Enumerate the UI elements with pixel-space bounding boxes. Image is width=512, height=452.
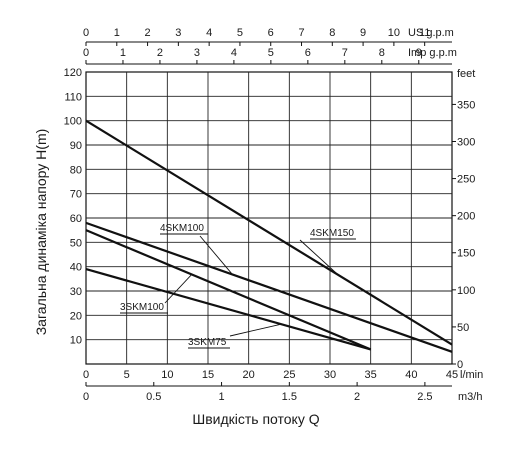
series-line-3skm75 <box>85 268 371 351</box>
x-tick-label-usgpm: 8 <box>329 27 335 39</box>
x-tick-label-m3h: 2 <box>354 391 360 403</box>
x-tick-label-usgpm: 4 <box>206 27 212 39</box>
x-unit-m3h: m3/h <box>458 391 482 403</box>
x-tick-label-usgpm: 0 <box>83 27 89 39</box>
x-tick-label-lmin: 5 <box>124 369 130 381</box>
x-tick-label-impgpm: 0 <box>83 47 89 59</box>
x-unit-lmin: l/min <box>460 369 483 381</box>
y-tick-label: 60 <box>70 213 82 225</box>
x-tick-label-impgpm: 3 <box>194 47 200 59</box>
x-tick-label-impgpm: 8 <box>379 47 385 59</box>
x-tick-label-lmin: 20 <box>243 369 255 381</box>
x-tick-label-lmin: 35 <box>365 369 377 381</box>
x-tick-label-usgpm: 7 <box>298 27 304 39</box>
y-tick-label: 50 <box>70 237 82 249</box>
x-tick-label-usgpm: 5 <box>237 27 243 39</box>
y-right-tick-label: 100 <box>457 285 475 297</box>
series-label-4skm150: 4SKM150 <box>310 228 354 239</box>
y-tick-label: 40 <box>70 262 82 274</box>
y-right-tick-label: 200 <box>457 211 475 223</box>
x-tick-label-usgpm: 9 <box>360 27 366 39</box>
x-tick-label-lmin: 30 <box>324 369 336 381</box>
y-right-tick-label: 350 <box>457 99 475 111</box>
series-line-3skm100 <box>85 229 372 351</box>
x-tick-label-usgpm: 1 <box>114 27 120 39</box>
series-leader-3skm75 <box>229 323 282 337</box>
x-tick-label-impgpm: 6 <box>305 47 311 59</box>
x-tick-label-m3h: 0.5 <box>146 391 161 403</box>
x-tick-label-usgpm: 6 <box>268 27 274 39</box>
x-tick-label-lmin: 25 <box>283 369 295 381</box>
x-tick-label-lmin: 15 <box>202 369 214 381</box>
series-label-3skm100: 3SKM100 <box>120 302 164 313</box>
x-axis-title: Швидкість потоку Q <box>192 411 319 427</box>
x-tick-label-impgpm: 1 <box>120 47 126 59</box>
y-tick-label: 20 <box>70 310 82 322</box>
x-tick-label-impgpm: 2 <box>157 47 163 59</box>
y-right-tick-label: 50 <box>457 322 469 334</box>
y-tick-label: 10 <box>70 335 82 347</box>
x-tick-label-impgpm: 5 <box>268 47 274 59</box>
series-lines <box>85 119 453 353</box>
x-tick-label-usgpm: 3 <box>175 27 181 39</box>
x-tick-label-m3h: 0 <box>83 391 89 403</box>
y-tick-label: 120 <box>64 67 82 79</box>
series-leader-3skm100 <box>164 274 193 304</box>
y-right-unit: feet <box>457 68 475 80</box>
y-tick-label: 110 <box>64 91 82 103</box>
x-tick-label-lmin: 10 <box>161 369 173 381</box>
y-right-tick-label: 300 <box>457 136 475 148</box>
y-tick-label: 90 <box>70 140 82 152</box>
axes: 1020304050607080901001101200501001502002… <box>64 27 484 403</box>
x-tick-label-impgpm: 4 <box>231 47 237 59</box>
series-label-3skm75: 3SKM75 <box>188 337 227 348</box>
x-unit-impgpm: Imp g.p.m <box>408 47 457 59</box>
x-tick-label-lmin: 40 <box>405 369 417 381</box>
x-tick-label-impgpm: 7 <box>342 47 348 59</box>
series-line-4skm150 <box>85 119 453 346</box>
x-tick-label-usgpm: 2 <box>145 27 151 39</box>
y-right-tick-label: 150 <box>457 248 475 260</box>
series-leader-4skm100 <box>199 235 233 275</box>
y-tick-label: 30 <box>70 286 82 298</box>
y-axis-title: Загальна динаміка напору H(m) <box>33 129 49 336</box>
x-tick-label-m3h: 1.5 <box>282 391 297 403</box>
x-tick-label-usgpm: 11 <box>419 27 430 39</box>
x-tick-label-lmin: 0 <box>83 369 89 381</box>
x-tick-label-usgpm: 10 <box>388 27 400 39</box>
x-tick-label-impgpm: 9 <box>416 47 422 59</box>
series-label-4skm100: 4SKM100 <box>160 223 204 234</box>
x-unit-usgpm: US g.p.m <box>408 27 454 39</box>
y-right-tick-label: 250 <box>457 174 475 186</box>
y-tick-label: 70 <box>70 189 82 201</box>
y-tick-label: 100 <box>64 116 82 128</box>
x-tick-label-m3h: 2.5 <box>417 391 432 403</box>
series-leader-4skm150 <box>299 239 339 276</box>
y-right-tick-label: 0 <box>457 359 463 371</box>
x-tick-label-lmin: 45 <box>446 369 458 381</box>
series-labels: 4SKM150 4SKM100 3SKM100 3SKM75 <box>120 223 356 349</box>
x-tick-label-m3h: 1 <box>218 391 224 403</box>
y-tick-label: 80 <box>70 164 82 176</box>
series-line-4skm100 <box>85 221 453 353</box>
